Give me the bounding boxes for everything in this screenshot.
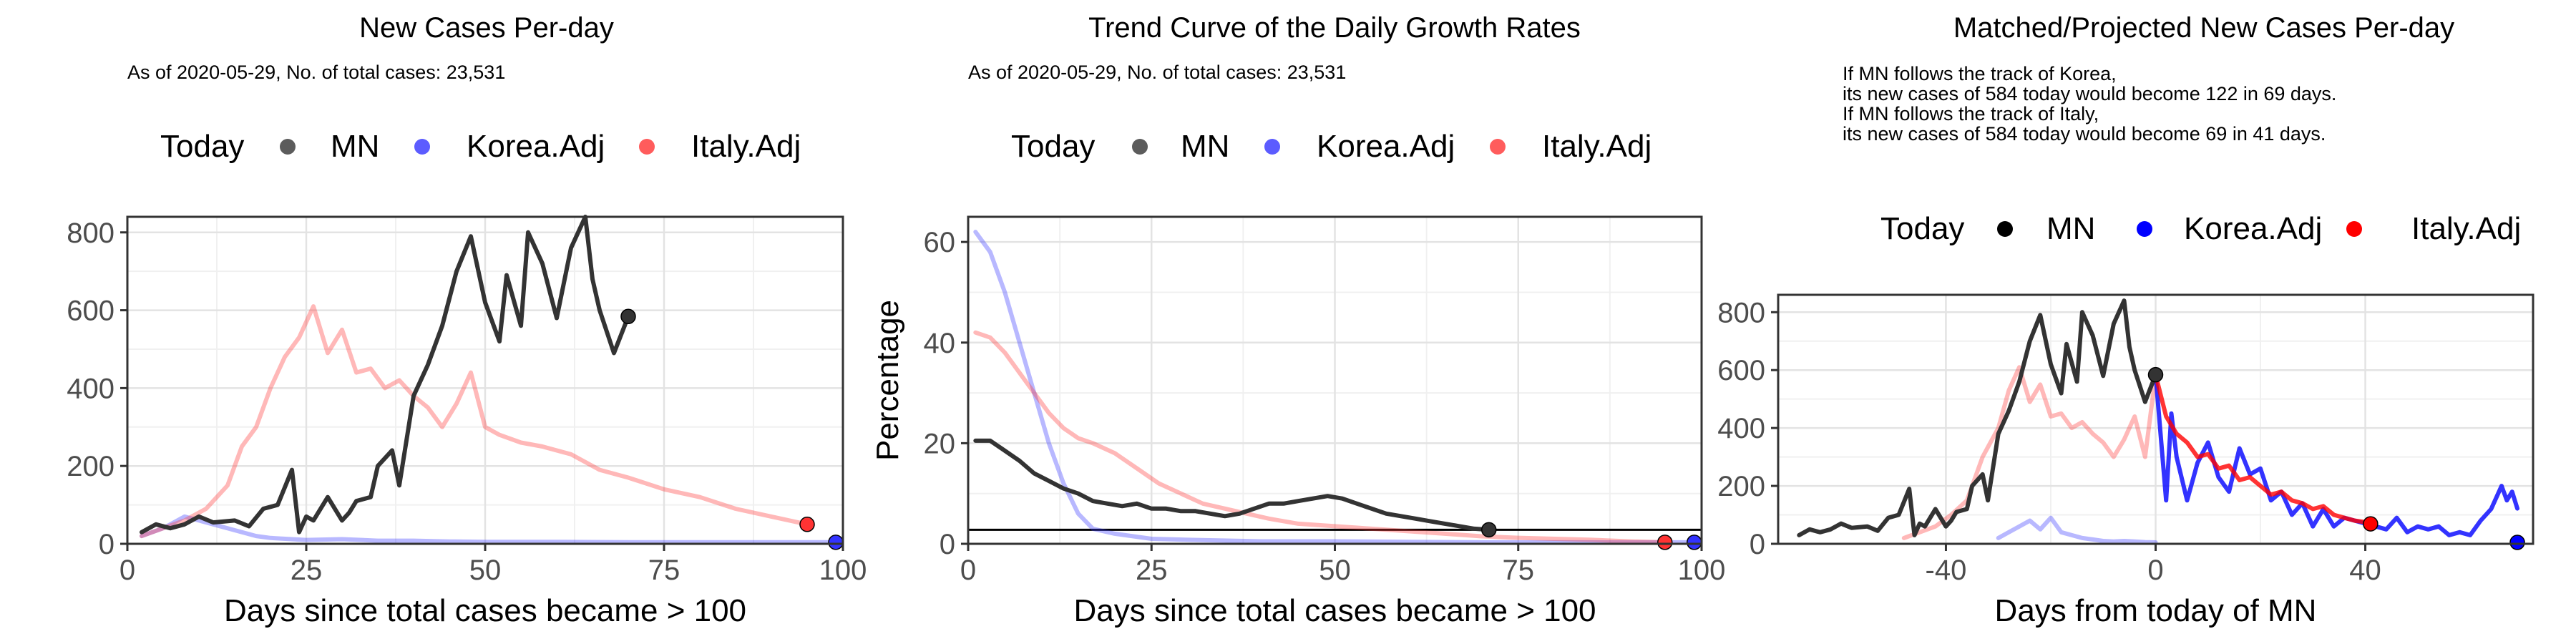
legend-key <box>1264 139 1280 155</box>
x-tick-label: 25 <box>1136 555 1168 586</box>
chart-subtitle: As of 2020-05-29, No. of total cases: 23… <box>127 62 505 83</box>
legend-key <box>2346 221 2362 237</box>
legend: Today MN Korea.Adj Italy.Adj <box>1880 211 2521 246</box>
y-tick-label: 60 <box>924 227 956 258</box>
legend-key <box>1997 221 2013 237</box>
x-tick-label: 25 <box>291 555 323 586</box>
series-line-italy-adj-matched- <box>1901 365 2158 540</box>
legend-label: MN <box>331 129 379 164</box>
chart-1: New Cases Per-day As of 2020-05-29, No. o… <box>67 12 867 628</box>
series-line-korea-adj <box>140 514 838 545</box>
series-line-mn <box>140 215 630 535</box>
series-line-mn <box>1797 298 2158 537</box>
chart-title: Trend Curve of the Daily Growth Rates <box>1088 12 1581 44</box>
legend-title: Today <box>160 129 244 164</box>
legend-key <box>1132 139 1148 155</box>
legend-label: Korea.Adj <box>1317 129 1455 164</box>
chart-subtitle: As of 2020-05-29, No. of total cases: 23… <box>968 62 1346 83</box>
legend-label: Italy.Adj <box>691 129 801 164</box>
legend-label: MN <box>2046 211 2095 246</box>
endpoint-korea-adj <box>828 535 844 550</box>
grid <box>1778 295 2533 545</box>
chart-title: Matched/Projected New Cases Per-day <box>1953 12 2454 44</box>
series-line-korea-adj-matched- <box>1996 515 2158 545</box>
endpoint-italy-adj <box>799 517 815 532</box>
endpoint-mn <box>620 308 636 325</box>
annotation-line: If MN follows the track of Korea, <box>1843 63 2117 84</box>
legend-label: Korea.Adj <box>2184 211 2322 246</box>
x-axis-label: Days since total cases became > 100 <box>1073 593 1596 628</box>
endpoint-italy-adj-projected- <box>2363 516 2379 532</box>
endpoint-italy-adj <box>1657 535 1673 550</box>
annotation-line: If MN follows the track of Italy, <box>1843 103 2099 125</box>
x-tick-label: -40 <box>1926 555 1967 586</box>
x-axis-label: Days from today of MN <box>1995 593 2317 628</box>
x-tick-label: 100 <box>819 555 867 586</box>
series-group <box>1797 298 2525 550</box>
endpoint-korea-adj-projected- <box>2509 535 2525 550</box>
x-tick-label: 0 <box>2147 555 2163 586</box>
annotation-line: its new cases of 584 today would become … <box>1843 83 2336 104</box>
legend-label: MN <box>1181 129 1229 164</box>
legend-title: Today <box>1011 129 1095 164</box>
endpoint-mn <box>1481 522 1497 538</box>
y-tick-label: 600 <box>1717 355 1765 386</box>
annotation-line: its new cases of 584 today would become … <box>1843 123 2326 145</box>
chart-2: Trend Curve of the Daily Growth Rates As … <box>870 12 1725 628</box>
x-tick-label: 40 <box>2349 555 2381 586</box>
y-tick-label: 40 <box>924 328 956 359</box>
series-line-korea-adj <box>973 230 1697 545</box>
endpoint-korea-adj <box>1687 535 1702 550</box>
x-tick-label: 75 <box>1503 555 1535 586</box>
legend-key <box>1490 139 1506 155</box>
y-tick-label: 0 <box>1750 529 1765 560</box>
y-tick-label: 400 <box>1717 413 1765 444</box>
x-tick-label: 75 <box>648 555 680 586</box>
series-line-italy-adj-projected- <box>2153 372 2373 527</box>
y-tick-label: 400 <box>67 373 114 404</box>
legend: Today MN Korea.Adj Italy.Adj <box>160 129 801 164</box>
y-tick-label: 600 <box>67 296 114 327</box>
y-tick-label: 0 <box>99 529 114 560</box>
y-tick-label: 200 <box>1717 471 1765 502</box>
series-group <box>140 215 844 550</box>
series-line-mn <box>973 438 1491 532</box>
y-axis-label: Percentage <box>870 300 905 461</box>
legend-label: Italy.Adj <box>2411 211 2521 246</box>
x-tick-label: 100 <box>1678 555 1726 586</box>
legend-key <box>414 139 430 155</box>
legend-title: Today <box>1880 211 1964 246</box>
y-tick-label: 800 <box>67 218 114 249</box>
series-line-italy-adj <box>973 330 1667 545</box>
legend-label: Italy.Adj <box>1542 129 1652 164</box>
y-tick-label: 200 <box>67 451 114 482</box>
y-tick-label: 20 <box>924 428 956 459</box>
endpoint-mn <box>2147 366 2164 383</box>
series-line-italy-adj <box>140 304 809 539</box>
x-axis-label: Days since total cases became > 100 <box>224 593 746 628</box>
series-line-korea-adj-projected- <box>2153 372 2519 537</box>
axis-ticks: 0 25 50 75 100 0 20 40 60 <box>924 227 1726 586</box>
x-tick-label: 0 <box>119 555 135 586</box>
y-tick-label: 0 <box>940 529 955 560</box>
chart-title: New Cases Per-day <box>359 12 614 44</box>
legend-key <box>639 139 655 155</box>
chart-3: Matched/Projected New Cases Per-day If MN… <box>1717 12 2534 628</box>
y-tick-label: 800 <box>1717 297 1765 328</box>
legend-key <box>280 139 296 155</box>
legend-key <box>2137 221 2152 237</box>
axis-ticks: 0 25 50 75 100 0 200 400 600 800 <box>67 218 867 586</box>
legend: Today MN Korea.Adj Italy.Adj <box>1011 129 1652 164</box>
x-tick-label: 50 <box>1319 555 1351 586</box>
legend-label: Korea.Adj <box>467 129 605 164</box>
x-tick-label: 0 <box>960 555 976 586</box>
x-tick-label: 50 <box>469 555 502 586</box>
series-group <box>973 230 1702 550</box>
